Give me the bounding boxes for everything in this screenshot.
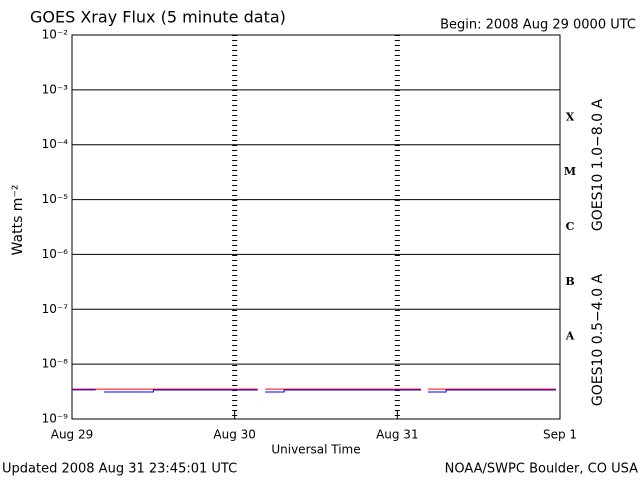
legend-label: GOES10 0.5−4.0 A: [590, 274, 606, 407]
series-line: [72, 389, 556, 393]
flare-class-label: A: [565, 330, 575, 343]
footer-right: NOAA/SWPC Boulder, CO USA: [445, 462, 638, 477]
y-tick-label: 10⁻²: [42, 28, 69, 42]
chart-subtitle: Begin: 2008 Aug 29 0000 UTC: [440, 18, 636, 33]
y-tick-label: 10⁻⁹: [42, 412, 69, 426]
flare-class-label: M: [564, 165, 576, 178]
chart-title: GOES Xray Flux (5 minute data): [30, 8, 286, 27]
y-tick-label: 10⁻⁴: [42, 137, 69, 151]
y-tick-label: 10⁻⁶: [42, 247, 69, 261]
y-tick-label: 10⁻⁵: [42, 192, 69, 206]
y-tick-label: 10⁻³: [42, 82, 69, 96]
x-tick-label: Aug 30: [213, 428, 256, 442]
flare-class-label: C: [566, 220, 575, 233]
flare-class-label: B: [565, 275, 574, 288]
y-tick-label: 10⁻⁷: [42, 302, 69, 316]
x-tick-label: Aug 29: [51, 428, 94, 442]
y-axis-label: Watts m⁻²: [10, 185, 26, 256]
legend-label: GOES10 1.0−8.0 A: [590, 99, 606, 232]
x-tick-label: Sep 1: [543, 428, 577, 442]
flare-class-label: X: [566, 110, 575, 123]
y-tick-label: 10⁻⁸: [42, 357, 69, 371]
footer-left: Updated 2008 Aug 31 23:45:01 UTC: [2, 462, 237, 477]
x-axis-label: Universal Time: [271, 443, 360, 457]
x-tick-label: Aug 31: [376, 428, 419, 442]
